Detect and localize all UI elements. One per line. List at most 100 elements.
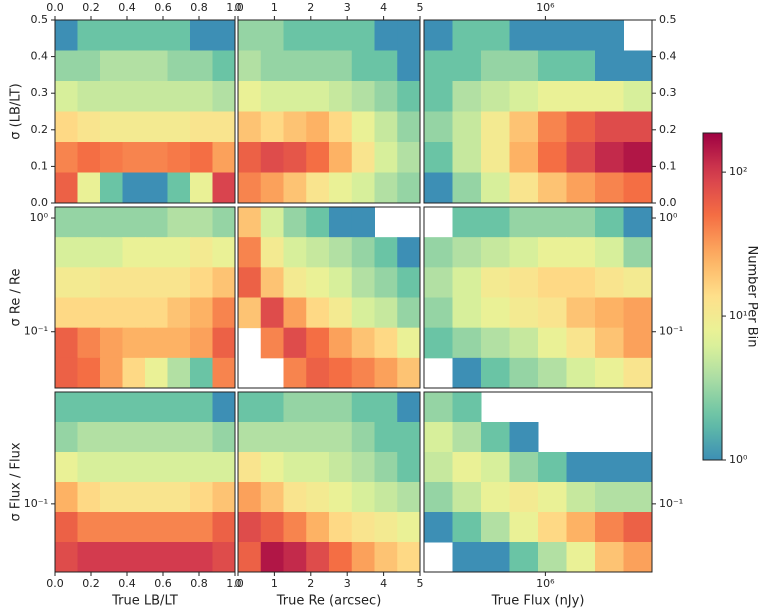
hexbin-cell <box>397 20 421 51</box>
hexbin-cell <box>329 172 353 204</box>
y-tick-label: 0.5 <box>31 13 49 26</box>
hexbin-cell <box>397 50 421 82</box>
hexbin-cell <box>212 20 236 51</box>
hexbin-cell <box>452 142 482 173</box>
hexbin-cell <box>374 422 398 453</box>
hexbin-cell <box>452 111 482 143</box>
hexbin-cell <box>212 327 236 359</box>
hexbin-cell <box>283 207 307 238</box>
hexbin-cell <box>538 207 567 238</box>
hexbin-cell <box>566 267 596 298</box>
hexbin-cell <box>424 358 453 389</box>
hexbin-cell <box>424 392 453 423</box>
hexbin-cell <box>238 392 262 423</box>
hexbin-cell <box>538 422 567 453</box>
hexbin-cell <box>212 452 236 483</box>
hexbin-cell <box>351 297 375 329</box>
hexbin-cell <box>566 207 596 238</box>
hexbin-cell <box>238 512 262 543</box>
hexbin-cell <box>100 452 123 483</box>
hexbin-cell <box>452 357 482 389</box>
hexbin-cell <box>260 207 284 238</box>
hexbin-cell <box>145 542 168 573</box>
hexbin-cell <box>424 207 453 238</box>
hexbin-cell <box>55 20 78 51</box>
hexbin-cell <box>238 237 262 268</box>
hexbin-cell <box>538 297 567 329</box>
x-tick-label: 0.8 <box>190 577 208 590</box>
hexbin-cell <box>623 81 653 112</box>
hexbin-cell <box>329 20 353 51</box>
hexbin-cell <box>452 422 482 453</box>
hexbin-cell <box>77 482 101 513</box>
x-tick-label: 2 <box>307 1 314 14</box>
hexbin-cell <box>397 297 421 329</box>
hexbin-cell <box>212 111 236 143</box>
x-tick-label: 10⁶ <box>536 1 555 14</box>
hexbin-cell <box>306 297 330 329</box>
hexbin-cell <box>481 542 510 573</box>
hexbin-cell <box>351 452 375 483</box>
x-tick-label: 0.2 <box>82 577 100 590</box>
panel-frame <box>423 206 653 389</box>
y-tick-label: 0.0 <box>659 196 677 209</box>
hexbin-cell <box>329 327 353 359</box>
hexbin-cell <box>566 327 596 359</box>
hexbin-cell <box>100 111 123 143</box>
hexbin-cell <box>212 207 236 238</box>
hexbin-cell <box>122 142 146 173</box>
hexbin-cell <box>212 512 236 543</box>
hexbin-cell <box>260 392 284 423</box>
hexbin-cell <box>481 142 510 173</box>
hexbin-cell <box>481 237 510 268</box>
hexbin-cell <box>397 357 421 389</box>
hexbin-cell <box>283 422 307 453</box>
x-tick-label: 0.0 <box>46 577 64 590</box>
hexbin-cell <box>145 512 168 543</box>
hexbin-cell <box>452 297 482 329</box>
hexbin-cell <box>375 207 398 238</box>
x-tick-label: 2 <box>307 577 314 590</box>
hexbin-cell <box>397 327 421 359</box>
hexbin-cell <box>452 172 482 204</box>
hexbin-cell <box>167 542 191 573</box>
hexbin-cell <box>77 267 101 298</box>
hexbin-cell <box>566 542 596 573</box>
hexbin-cell <box>566 512 596 543</box>
hexbin-cell <box>452 50 482 82</box>
hexbin-cell <box>509 237 539 268</box>
hexbin-cell <box>329 297 353 329</box>
hexbin-cell <box>566 20 596 51</box>
hexbin-cell <box>623 327 653 359</box>
hexbin-cell <box>212 237 236 268</box>
hexbin-cell <box>509 50 539 82</box>
hexbin-cell <box>509 482 539 513</box>
hexbin-cell <box>100 482 123 513</box>
hexbin-cell <box>374 111 398 143</box>
hexbin-cell <box>509 267 539 298</box>
hexbin-cell <box>374 357 398 389</box>
hexbin-cell <box>77 357 101 389</box>
y-tick-label: 0.0 <box>31 196 49 209</box>
hexbin-cell <box>145 20 168 51</box>
y-axis-label: σ (LB/LT) <box>9 83 24 139</box>
hexbin-cell <box>190 452 213 483</box>
hexbin-cell <box>624 20 653 51</box>
hexbin-cell <box>306 482 330 513</box>
hexbin-cell <box>566 452 596 483</box>
hexbin-cell <box>374 482 398 513</box>
hexbin-cell <box>212 392 236 423</box>
hexbin-cell <box>374 81 398 112</box>
hexbin-cell <box>306 452 330 483</box>
hexbin-cell <box>538 50 567 82</box>
hexbin-cell <box>351 392 375 423</box>
y-tick-label: 10⁻¹ <box>24 497 48 510</box>
hexbin-cell <box>260 327 284 359</box>
hexbin-cell <box>509 142 539 173</box>
hexbin-cell <box>623 452 653 483</box>
hexbin-cell <box>100 237 123 268</box>
hexbin-cell <box>397 172 421 204</box>
hexbin-cell <box>424 142 453 173</box>
hexbin-cell <box>122 542 146 573</box>
hexbin-cell <box>397 422 421 453</box>
